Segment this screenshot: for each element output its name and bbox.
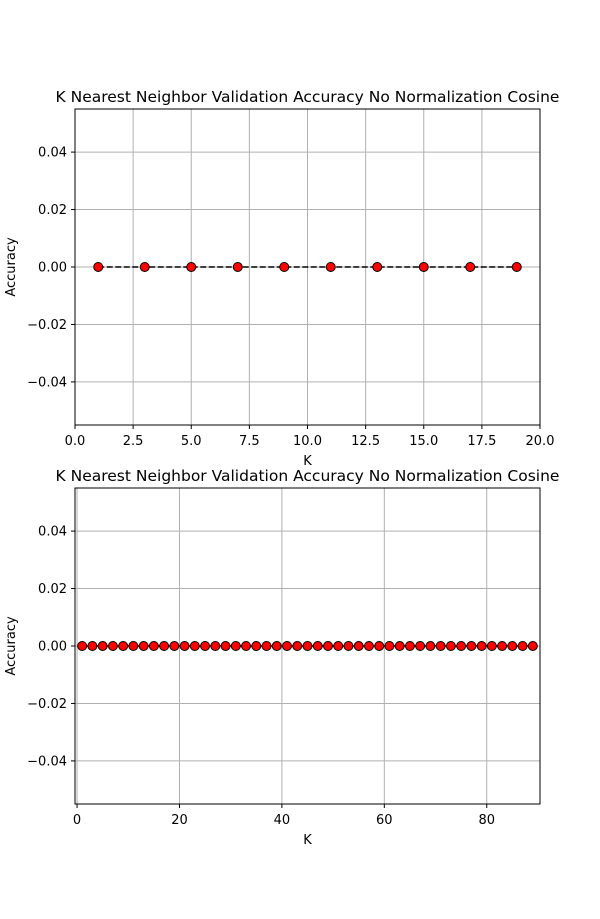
- x-tick-label: 15.0: [409, 434, 438, 449]
- y-tick-label: −0.04: [27, 754, 67, 769]
- y-tick-label: 0.02: [38, 203, 67, 218]
- data-point: [189, 641, 200, 651]
- data-point: [128, 641, 139, 651]
- data-point: [363, 641, 374, 651]
- data-point: [210, 641, 221, 651]
- x-tick-label: 60: [376, 813, 393, 828]
- x-tick-label: 20.0: [526, 434, 555, 449]
- data-point: [87, 641, 98, 651]
- x-tick-label: 7.5: [239, 434, 260, 449]
- data-point: [322, 641, 333, 651]
- data-point: [292, 641, 303, 651]
- data-point: [77, 641, 88, 651]
- data-point: [148, 641, 159, 651]
- chart-title: K Nearest Neighbor Validation Accuracy N…: [56, 467, 560, 485]
- data-point: [384, 641, 395, 651]
- data-point: [353, 641, 364, 651]
- data-point: [415, 641, 426, 651]
- y-tick-label: −0.02: [27, 318, 67, 333]
- y-tick-label: 0.02: [38, 582, 67, 597]
- data-point: [425, 641, 436, 651]
- data-point: [220, 641, 231, 651]
- data-point: [186, 262, 197, 272]
- data-point: [261, 641, 272, 651]
- data-point: [271, 641, 282, 651]
- chart-title: K Nearest Neighbor Validation Accuracy N…: [56, 88, 560, 106]
- data-point: [343, 641, 354, 651]
- data-point: [97, 641, 108, 651]
- data-point: [486, 641, 497, 651]
- data-point: [435, 641, 446, 651]
- data-point: [179, 641, 190, 651]
- data-point: [159, 641, 170, 651]
- data-point: [107, 641, 118, 651]
- x-tick-label: 0: [73, 813, 81, 828]
- y-tick-label: −0.04: [27, 375, 67, 390]
- y-tick-label: 0.04: [38, 525, 67, 540]
- data-point: [511, 262, 522, 272]
- data-point: [279, 262, 290, 272]
- data-point: [507, 641, 518, 651]
- y-tick-label: 0.04: [38, 146, 67, 161]
- y-axis-label: Accuracy: [4, 616, 19, 676]
- data-point: [497, 641, 508, 651]
- x-tick-label: 0.0: [65, 434, 86, 449]
- data-point: [374, 641, 385, 651]
- x-tick-label: 40: [274, 813, 291, 828]
- data-point: [466, 641, 477, 651]
- data-point: [333, 641, 344, 651]
- x-tick-label: 2.5: [123, 434, 144, 449]
- data-point: [325, 262, 336, 272]
- data-point: [372, 262, 383, 272]
- data-point: [312, 641, 323, 651]
- data-point: [282, 641, 293, 651]
- y-tick-label: −0.02: [27, 697, 67, 712]
- chart-1: 0.0 2.5 5.0 7.5 10.0 12.5 15.0 17.5 20.0 −0.04 −0.…: [4, 88, 559, 469]
- data-point: [251, 641, 262, 651]
- data-point: [456, 641, 467, 651]
- data-point: [527, 641, 538, 651]
- data-point: [230, 641, 241, 651]
- data-point: [517, 641, 528, 651]
- data-point: [200, 641, 211, 651]
- x-axis-label: K: [303, 454, 312, 469]
- data-point: [118, 641, 129, 651]
- data-point: [476, 641, 487, 651]
- data-point: [232, 262, 243, 272]
- data-point: [241, 641, 252, 651]
- x-tick-label: 5.0: [181, 434, 202, 449]
- data-point: [394, 641, 405, 651]
- x-axis-label: K: [303, 833, 312, 848]
- x-tick-label: 80: [478, 813, 495, 828]
- x-tick-label: 12.5: [351, 434, 380, 449]
- data-point: [302, 641, 313, 651]
- data-point: [139, 262, 150, 272]
- x-tick-label: 20: [171, 813, 188, 828]
- y-tick-label: 0.00: [38, 640, 67, 655]
- y-axis-label: Accuracy: [4, 237, 19, 297]
- x-tick-label: 17.5: [467, 434, 496, 449]
- data-point: [404, 641, 415, 651]
- x-tick-label: 10.0: [293, 434, 322, 449]
- data-point: [418, 262, 429, 272]
- data-point: [138, 641, 149, 651]
- data-point: [169, 641, 180, 651]
- chart-2: 0 20 40 60 80 −0.04 −0.02 0.00 0.02 0.04 K Nearest…: [4, 467, 559, 848]
- y-tick-label: 0.00: [38, 261, 67, 276]
- data-point: [465, 262, 476, 272]
- data-point: [93, 262, 104, 272]
- data-point: [445, 641, 456, 651]
